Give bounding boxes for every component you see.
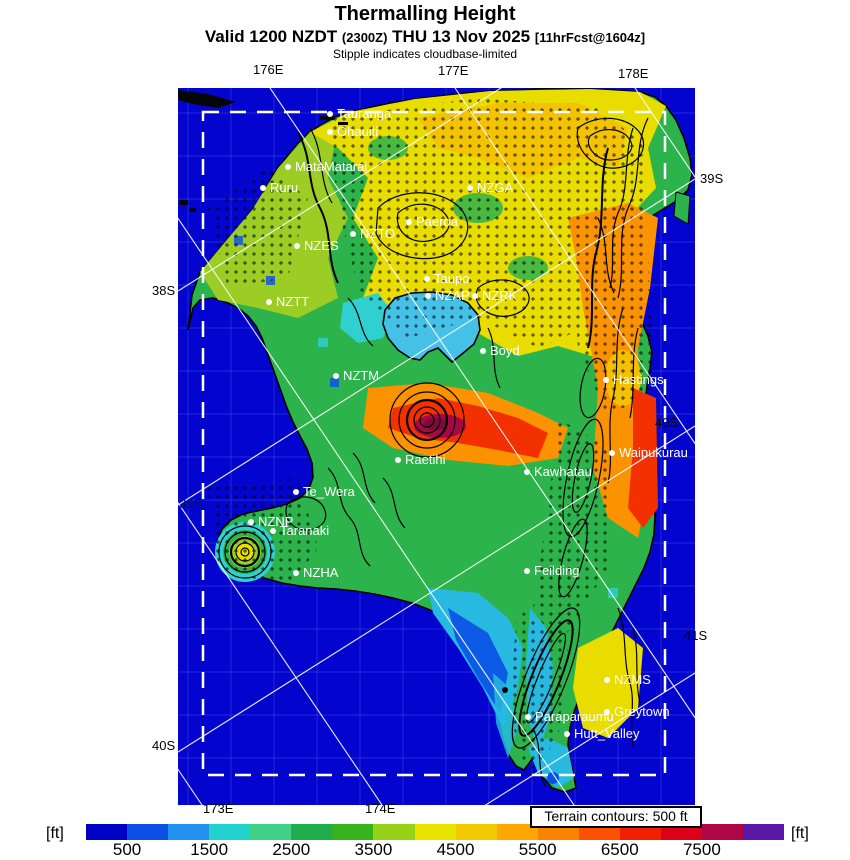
grid-label: 41S (684, 628, 708, 643)
colorbar-segment (701, 824, 743, 840)
grid-label: 39S (700, 171, 724, 186)
grid-label: 176E (253, 62, 284, 77)
colorbar-tick: 5500 (518, 840, 557, 859)
forecast-map: Tauranga Ohauiti MataMatarai Ruru NZGA Paeroa… (178, 88, 695, 805)
colorbar-tick: 7500 (682, 840, 721, 859)
grid-label: 173E (203, 801, 234, 816)
terrain-contours-text: Terrain contours: 500 ft (544, 808, 688, 824)
colorbar-segment (578, 824, 620, 840)
islets (178, 90, 508, 693)
grid-label: 177E (438, 63, 469, 78)
colorbar (86, 824, 785, 840)
colorbar-segment (168, 824, 210, 840)
colorbar-unit-left: [ft] (46, 825, 64, 842)
colorbar-tick: 3500 (354, 840, 393, 859)
colorbar-segment (455, 824, 497, 840)
colorbar-segment (660, 824, 702, 840)
colorbar-tick: 6500 (600, 840, 639, 859)
domain-boundary-dashed (201, 110, 667, 777)
valid-time: Valid 1200 NZDT (204, 27, 338, 46)
page-title: Thermalling Height (334, 3, 516, 25)
stipple-note: Stipple indicates cloudbase-limited (332, 47, 518, 61)
grid-label: 178E (618, 66, 649, 81)
forecast-tag: [11hrFcst@1604z] (534, 30, 646, 45)
colorbar-segment (373, 824, 415, 840)
colorbar-segment (209, 824, 251, 840)
colorbar-segment (250, 824, 292, 840)
mahia-cells (673, 191, 691, 225)
valid-time-line: Valid 1200 NZDT (2300Z) THU 13 Nov 2025 … (0, 27, 850, 47)
colorbar-tick: 500 (112, 840, 142, 859)
colorbar-segment (496, 824, 538, 840)
colorbar-segment (537, 824, 579, 840)
colorbar-segment (619, 824, 661, 840)
map-svg (178, 88, 695, 805)
stipple-overlay (208, 98, 653, 778)
latitude-label: 40S (655, 415, 679, 430)
colorbar-segment (291, 824, 333, 840)
grid-label: 174E (365, 801, 396, 816)
colorbar-tick: 1500 (190, 840, 229, 859)
colorbar-segment (127, 824, 169, 840)
colorbar-segment (86, 824, 128, 840)
grid-label: 38S (152, 283, 176, 298)
colorbar-tick: 2500 (272, 840, 311, 859)
graticule-lines (178, 88, 695, 805)
terrain-contours-note: Terrain contours: 500 ft (530, 806, 702, 828)
colorbar-unit-right: [ft] (791, 825, 809, 842)
colorbar-tick: 4500 (436, 840, 475, 859)
colorbar-segment (332, 824, 374, 840)
latitude-label: 39S (179, 496, 203, 511)
valid-date: THU 13 Nov 2025 (392, 27, 531, 46)
colorbar-segment (743, 824, 785, 840)
grid-label: 40S (152, 738, 176, 753)
valid-zulu: (2300Z) (341, 30, 388, 45)
colorbar-segment (414, 824, 456, 840)
